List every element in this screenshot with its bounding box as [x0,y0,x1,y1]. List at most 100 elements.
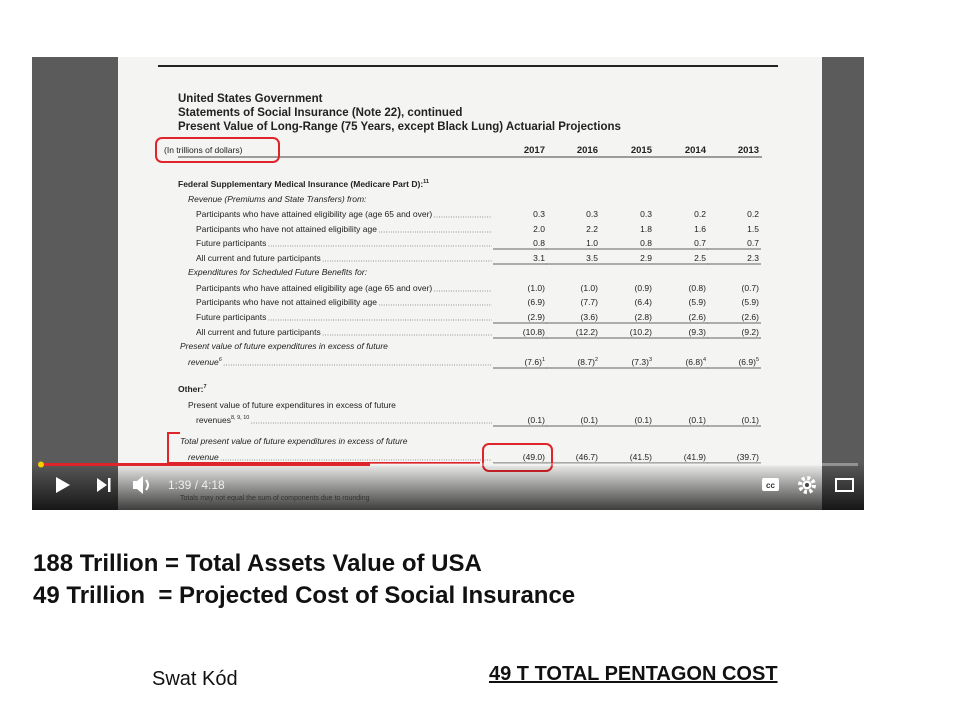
row-label-text: Future participants [196,312,266,322]
row-label: Participants who have not attained eligi… [196,297,377,307]
cell-value: (41.5) [630,452,652,462]
cell-value: (0.1) [742,415,760,425]
cell-value: (39.7) [737,452,759,462]
row-label-text: All current and future participants [196,327,321,337]
footnote-mark: 2 [595,357,598,363]
cell-value-text: 0.7 [747,238,759,248]
cell-value-text: (41.5) [630,452,652,462]
row-label: All current and future participants [196,253,321,263]
cell-value-text: 2.2 [586,224,598,234]
cell-value-text: (6.9) [528,297,546,307]
cell-value: 0.7 [694,238,706,248]
cell-value: (7.7) [581,297,599,307]
cell-value-text: 2.5 [694,253,706,263]
row-label-text: Present value of future expenditures in … [180,341,388,351]
cell-value: 0.8 [533,238,545,248]
row-label: Future participants [196,238,266,248]
document-page [118,57,822,510]
row-label-text: Federal Supplementary Medical Insurance … [178,179,423,189]
video-player[interactable]: United States Government Statements of So… [32,57,864,510]
cell-value: (5.9) [742,297,760,307]
footnote-mark: 4 [703,357,706,363]
cell-value-text: 1.8 [640,224,652,234]
year-header: 2017 [524,145,545,156]
statement-table: United States Government Statements of So… [164,93,761,464]
row-label-text: Other: [178,384,204,394]
captions-button[interactable]: cc [762,478,779,491]
cell-value-text: 0.7 [694,238,706,248]
play-button[interactable] [56,477,70,493]
row-label-text: Future participants [196,238,266,248]
settings-button[interactable] [798,476,816,494]
cell-value: (0.1) [528,415,546,425]
row-label: Revenue (Premiums and State Transfers) f… [188,194,367,204]
slide-line: 188 Trillion = Total Assets Value of USA [33,550,482,577]
cell-value-text: (2.6) [742,312,760,322]
cell-value: 3.1 [533,253,545,263]
cell-value-text: (10.8) [523,327,545,337]
time-display: 1:39 / 4:18 [168,478,225,492]
cell-value: (6.9) [528,297,546,307]
unit-label: (In trillions of dollars) [164,145,243,155]
row-label: Other:7 [178,384,207,394]
cell-value-text: (0.1) [581,415,599,425]
controls-shade [32,462,864,510]
cell-value-text: (0.1) [742,415,760,425]
year-header: 2013 [738,145,759,156]
progress-track[interactable] [38,463,858,466]
cell-value: (2.6) [689,312,707,322]
cell-value-text: (10.2) [630,327,652,337]
row-label: Future participants [196,312,266,322]
cell-value: (41.9) [684,452,706,462]
cell-value: 1.5 [747,224,759,234]
row-label-text: Expenditures for Scheduled Future Benefi… [188,267,368,277]
cell-value: (0.1) [635,415,653,425]
volume-button[interactable] [133,476,149,494]
cell-value: (8.7)2 [577,357,598,367]
footnote-mark: 8, 9, 10 [231,415,249,421]
cell-value: 2.5 [694,253,706,263]
table-title: United States Government [178,93,323,105]
row-label-text: Participants who have not attained eligi… [196,224,377,234]
cell-value-text: 2.0 [533,224,545,234]
row-label: Participants who have attained eligibili… [196,209,432,219]
cell-value-text: (2.9) [528,312,546,322]
svg-text:cc: cc [766,481,775,490]
cell-value-text: 0.8 [640,238,652,248]
cell-value: 2.0 [533,224,545,234]
progress-played [38,463,370,466]
cell-value-text: (0.1) [635,415,653,425]
cell-value: 0.2 [747,209,759,219]
row-label: Present value of future expenditures in … [188,400,396,410]
cell-value: 2.2 [586,224,598,234]
row-label-text: revenue [188,452,219,462]
highlight-unit [155,137,280,163]
cell-value: 1.6 [694,224,706,234]
row-label: All current and future participants [196,327,321,337]
cell-value: 2.3 [747,253,759,263]
cell-value-text: (46.7) [576,452,598,462]
row-label: Total present value of future expenditur… [180,436,408,446]
cell-value: 0.3 [586,209,598,219]
cell-value: (3.6) [581,312,599,322]
cell-value-text: (39.7) [737,452,759,462]
cell-value: (6.8)4 [685,357,706,367]
cell-value-text: 0.2 [747,209,759,219]
cell-value-text: (5.9) [689,297,707,307]
cell-value: 3.5 [586,253,598,263]
cell-value: (2.8) [635,312,653,322]
cell-value-text: 3.1 [533,253,545,263]
cell-value: 1.0 [586,238,598,248]
cell-value-text: (0.1) [528,415,546,425]
progress-start [38,461,44,468]
next-button[interactable] [97,478,111,492]
row-label-text: Total present value of future expenditur… [180,436,408,446]
cell-value: (10.8) [523,327,545,337]
row-label-text: revenues [196,415,231,425]
year-header: 2015 [631,145,653,156]
cell-value-text: (7.7) [581,297,599,307]
theater-button[interactable] [835,478,854,492]
cell-value-text: (9.2) [742,327,760,337]
cell-value-text: 1.6 [694,224,706,234]
